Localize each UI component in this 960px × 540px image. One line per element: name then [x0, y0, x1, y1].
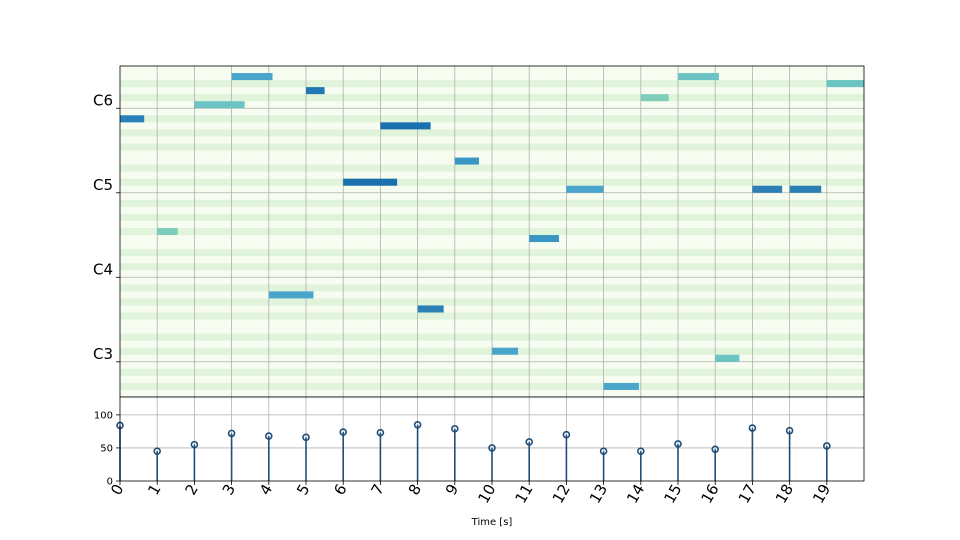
velocity-marker — [339, 428, 348, 436]
note-bar — [640, 94, 669, 102]
note-bar — [826, 80, 864, 88]
velocity-marker — [488, 444, 496, 452]
x-axis-label: Time [s] — [471, 517, 513, 528]
stem-x-tick-label: 10 — [474, 481, 499, 507]
velocity-marker — [636, 447, 645, 456]
stem-x-tick-label: 19 — [809, 481, 834, 507]
note-bar — [492, 347, 519, 355]
note-bar — [529, 235, 559, 243]
note-bar — [268, 291, 314, 299]
stem-x-tick-label: 17 — [735, 481, 760, 507]
stem-x-tick-label: 5 — [293, 481, 313, 498]
stem-x-tick-label: 6 — [330, 481, 350, 498]
note-bar — [157, 227, 178, 236]
stem-x-tick-label: 12 — [549, 481, 574, 507]
velocity-marker — [822, 442, 831, 450]
note-bar — [194, 101, 245, 109]
roll-y-tick-label: C5 — [93, 176, 113, 194]
velocity-marker — [190, 440, 199, 449]
note-bar — [566, 185, 604, 193]
velocity-marker — [376, 428, 385, 437]
note-bar — [715, 354, 740, 362]
note-bar — [678, 73, 719, 81]
piano-roll-plot: C3 C4 C5 C6 — [93, 65, 865, 398]
note-bar — [231, 73, 273, 81]
note-bar — [603, 382, 639, 390]
velocity-marker — [227, 429, 236, 438]
velocity-marker — [599, 447, 608, 456]
stem-x-tick-label: 8 — [405, 481, 425, 498]
velocity-marker — [674, 440, 682, 448]
note-bar — [789, 185, 822, 193]
velocity-marker — [413, 420, 422, 429]
stem-x-tick-label: 16 — [698, 481, 723, 507]
stem-x-tick-label: 14 — [623, 481, 648, 507]
stem-x-tick-label: 2 — [182, 481, 202, 498]
note-bar — [120, 115, 145, 123]
stem-x-tick-label: 7 — [368, 481, 388, 498]
stem-x-tick-label: 9 — [442, 481, 462, 498]
velocity-marker — [711, 445, 720, 454]
note-bar — [306, 87, 325, 95]
stem-x-tick-label: 1 — [144, 481, 164, 498]
note-bar — [752, 185, 783, 193]
velocity-marker — [525, 438, 534, 446]
stem-y-tick-label: 100 — [94, 410, 113, 421]
stem-x-tick-label: 11 — [512, 481, 537, 507]
stem-frame — [119, 396, 865, 482]
stem-x-tick-label: 18 — [772, 481, 797, 507]
note-bar — [454, 157, 479, 165]
velocity-marker — [785, 426, 794, 435]
velocity-marker — [264, 432, 273, 440]
roll-y-tick-label: C4 — [93, 260, 113, 278]
velocity-marker — [748, 424, 757, 432]
stem-y-tick-label: 50 — [100, 443, 113, 454]
velocity-marker — [450, 424, 459, 433]
velocity-marker — [153, 447, 161, 456]
stem-x-tick-label: 13 — [586, 481, 611, 507]
note-bar — [380, 122, 431, 130]
roll-y-tick-label: C3 — [93, 345, 113, 363]
stem-x-tick-label: 3 — [219, 481, 239, 498]
note-bar — [343, 178, 398, 186]
stem-x-tick-label: 4 — [256, 481, 276, 498]
note-bar — [417, 305, 444, 313]
roll-y-tick-label: C6 — [93, 91, 113, 109]
stem-y-tick-label: 0 — [107, 477, 113, 488]
stem-x-tick-label: 15 — [660, 481, 685, 507]
stem-x-tick-label: 0 — [107, 481, 127, 498]
velocity-marker — [302, 433, 310, 442]
velocity-marker — [562, 430, 571, 439]
